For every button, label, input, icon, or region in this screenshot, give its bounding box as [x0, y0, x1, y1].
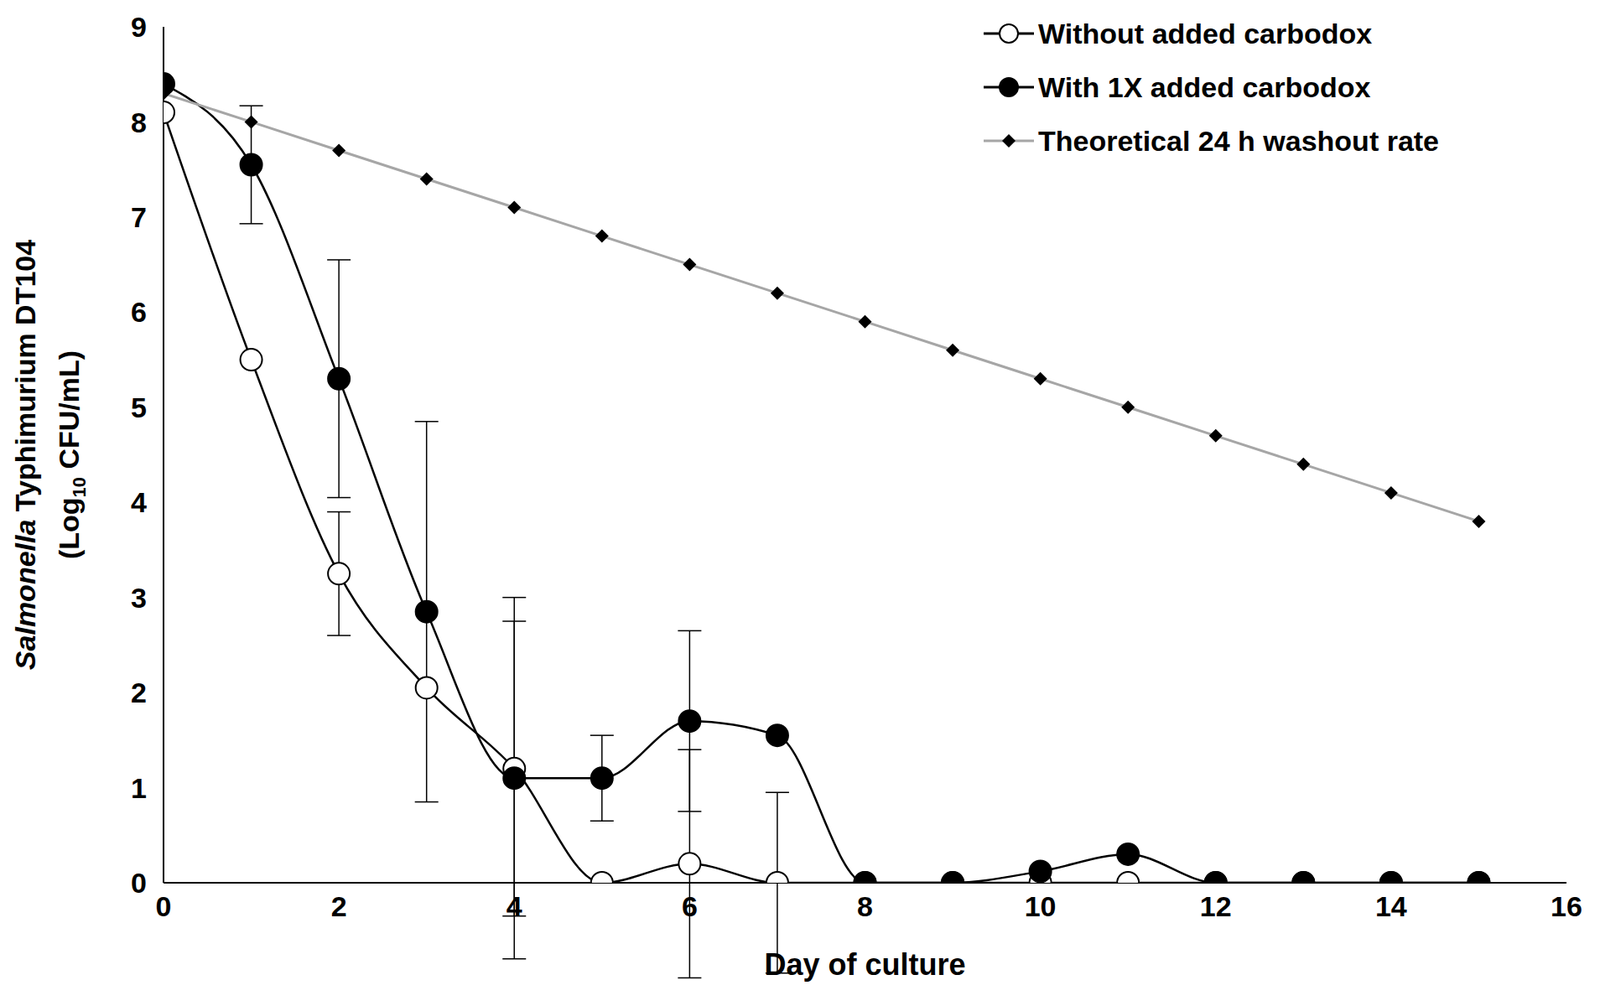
svg-text:16: 16	[1550, 890, 1583, 923]
svg-text:4: 4	[130, 486, 147, 519]
svg-text:8: 8	[130, 106, 147, 139]
svg-text:1: 1	[130, 772, 147, 805]
svg-text:0: 0	[130, 867, 147, 899]
html-text:Without added carbodox: Without added carbodox	[1038, 17, 1373, 50]
svg-text:10: 10	[1024, 890, 1057, 923]
svg-text:(Log10 CFU/mL): (Log10 CFU/mL)	[52, 350, 90, 560]
svg-text:4: 4	[506, 890, 523, 923]
svg-text:12: 12	[1200, 890, 1232, 923]
svg-text:Salmonella Typhimurium DT104: Salmonella Typhimurium DT104	[9, 239, 42, 671]
svg-text:2: 2	[331, 890, 348, 923]
svg-text:9: 9	[130, 10, 147, 43]
svg-text:7: 7	[130, 201, 147, 234]
html-text:With 1X added carbodox: With 1X added carbodox	[1038, 70, 1371, 103]
svg-text:3: 3	[130, 581, 147, 614]
svg-text:14: 14	[1375, 890, 1408, 923]
svg-text:6: 6	[130, 296, 147, 328]
svg-text:8: 8	[857, 890, 873, 923]
html-text:Theoretical 24 h washout rate: Theoretical 24 h washout rate	[1038, 124, 1439, 157]
svg-text:Day of culture: Day of culture	[763, 947, 966, 982]
svg-text:2: 2	[130, 676, 147, 709]
svg-text:0: 0	[155, 890, 172, 923]
svg-text:6: 6	[681, 890, 698, 923]
svg-text:5: 5	[130, 391, 147, 424]
